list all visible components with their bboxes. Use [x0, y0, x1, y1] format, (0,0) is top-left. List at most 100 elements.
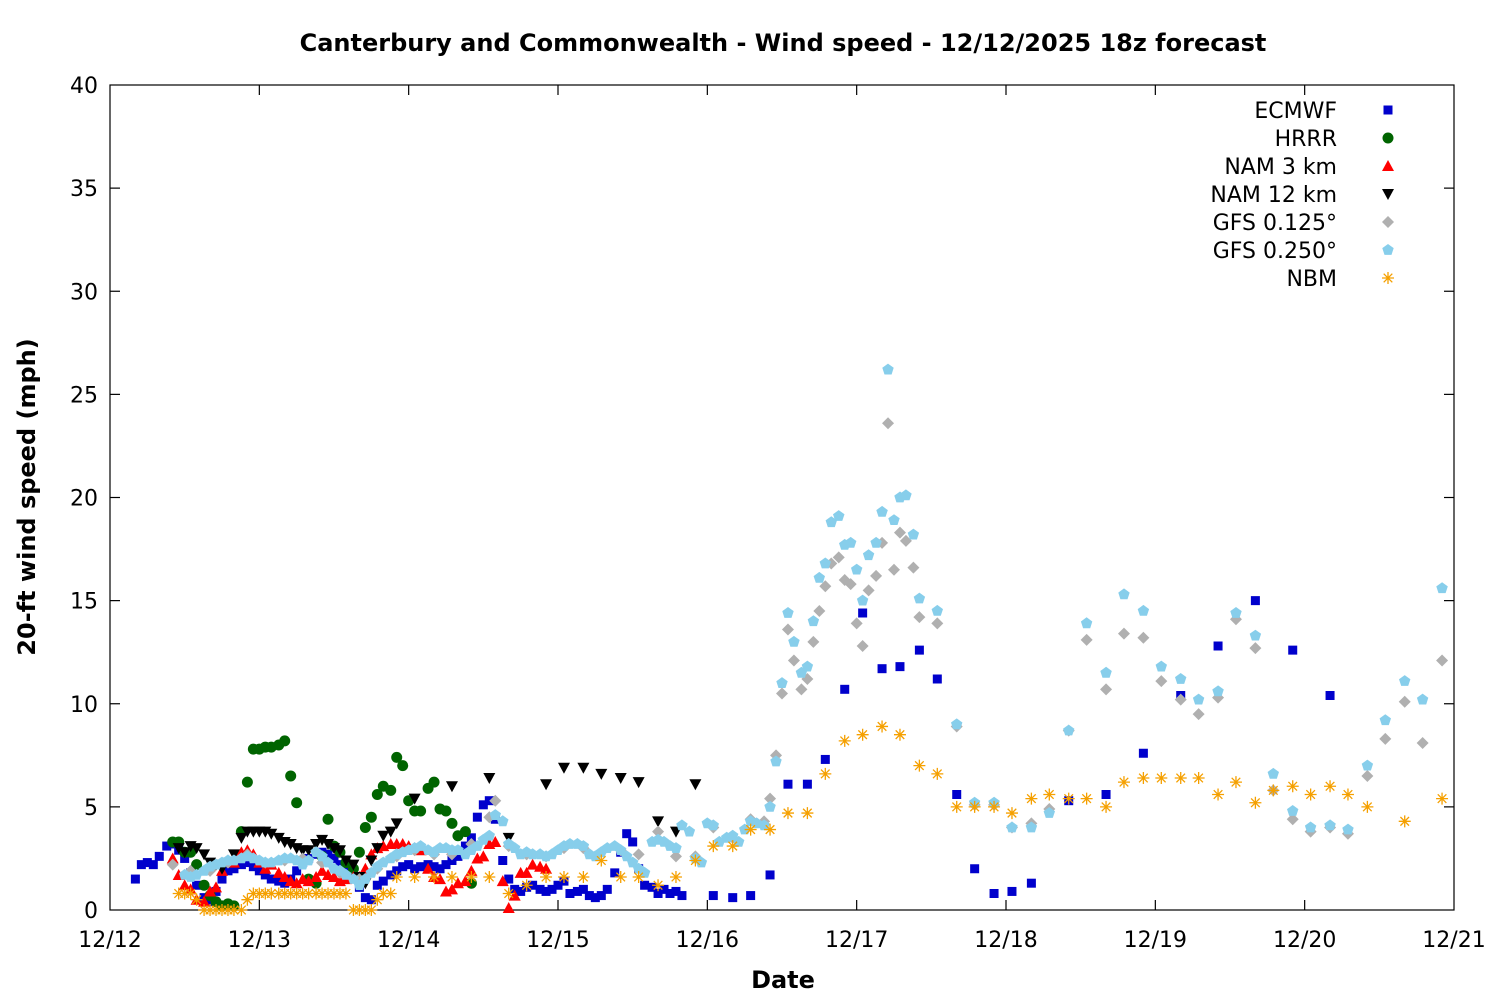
ecmwf-point: [647, 882, 657, 892]
legend-label: HRRR: [1275, 127, 1337, 152]
ecmwf-point: [840, 684, 850, 694]
nam-12-km-point: [347, 859, 360, 871]
nam-12-km-point: [339, 855, 352, 867]
gfs-0-250-point: [509, 842, 521, 853]
gfs-0-250-point: [913, 592, 926, 604]
legend-marker: [1382, 216, 1394, 228]
gfs-0-250-point: [764, 800, 776, 812]
gfs-0-250-point: [813, 571, 825, 583]
ecmwf-point: [665, 889, 675, 898]
ecmwf-point: [877, 664, 887, 674]
hrrr-point: [359, 822, 371, 833]
y-tick-label: 20: [70, 487, 98, 512]
ecmwf-point: [578, 884, 588, 894]
ecmwf-point: [142, 858, 152, 868]
nbm-point: [669, 871, 682, 883]
nam-12-km-point: [390, 818, 403, 830]
gfs-0-250-point: [1249, 629, 1262, 641]
y-tick-label: 0: [84, 899, 98, 924]
nam-12-km-point: [377, 830, 390, 842]
nbm-point: [365, 904, 378, 916]
nam-3-km-point: [445, 883, 458, 895]
gfs-0-250-point: [807, 615, 820, 627]
nbm-point: [557, 871, 570, 883]
nbm-point: [838, 734, 851, 747]
ecmwf-point: [180, 853, 190, 863]
ecmwf-point: [914, 645, 924, 655]
ecmwf-point: [1213, 641, 1223, 651]
x-tick-label: 12/13: [228, 928, 291, 953]
ecmwf-point: [435, 864, 445, 874]
ecmwf-point: [659, 884, 669, 894]
nbm-point: [689, 854, 702, 867]
nam-12-km-point: [316, 834, 329, 846]
ecmwf-point: [610, 868, 620, 878]
gfs-0-250-point: [1063, 724, 1075, 736]
nbm-point: [520, 879, 533, 892]
gfs-0-125-point: [652, 825, 665, 838]
nbm-point: [1361, 800, 1374, 813]
hrrr-point: [322, 813, 334, 825]
nbm-point: [913, 759, 926, 772]
gfs-0-250-point: [347, 873, 360, 884]
gfs-0-250-point: [483, 829, 495, 841]
gfs-0-250-point: [782, 607, 794, 618]
x-tick-label: 12/20: [1273, 928, 1336, 953]
nbm-point: [764, 823, 777, 836]
gfs-0-125-point: [862, 584, 875, 597]
gfs-0-125-point: [1174, 693, 1187, 706]
gfs-0-250-point: [1267, 767, 1279, 779]
nam-3-km-point: [459, 875, 472, 887]
nbm-point: [707, 840, 720, 853]
nam-3-km-point: [434, 873, 447, 885]
ecmwf-point: [565, 889, 575, 898]
ecmwf-point: [1250, 596, 1260, 606]
gfs-0-250-point: [1212, 685, 1224, 697]
gfs-0-250-point: [870, 536, 882, 548]
ecmwf-point: [1026, 878, 1036, 888]
hrrr-point: [397, 760, 409, 772]
gfs-0-125-point: [489, 794, 502, 807]
gfs-0-250-point: [1192, 693, 1205, 705]
nbm-point: [819, 767, 832, 780]
ecmwf-point: [217, 874, 227, 884]
gfs-0-125-point: [807, 635, 820, 648]
nam-12-km-point: [265, 828, 278, 840]
nam-3-km-point: [540, 862, 553, 874]
x-tick-label: 12/19: [1124, 928, 1187, 953]
nbm-point: [502, 887, 515, 900]
ecmwf-point: [1101, 790, 1111, 799]
ecmwf-point: [746, 891, 756, 901]
nbm-point: [614, 871, 627, 883]
legend-marker: [1382, 244, 1394, 255]
ecmwf-point: [248, 862, 258, 872]
nbm-point: [190, 893, 203, 906]
legend-marker: [1382, 160, 1394, 171]
ecmwf-point: [640, 880, 650, 890]
legend-marker: [1383, 105, 1393, 115]
y-tick-label: 35: [70, 177, 98, 202]
nam-3-km-point: [422, 862, 435, 874]
nam-3-km-point: [328, 871, 340, 882]
nbm-point: [1155, 772, 1168, 784]
nam-3-km-point: [272, 866, 285, 878]
nam-12-km-point: [632, 777, 645, 789]
nam-12-km-point: [322, 839, 335, 850]
ecmwf-point: [590, 893, 600, 903]
nam-3-km-point: [210, 881, 223, 893]
nam-3-km-point: [290, 877, 303, 889]
gfs-0-250-point: [851, 563, 863, 575]
gfs-0-125-point: [899, 534, 912, 547]
nbm-point: [856, 728, 869, 741]
gfs-0-125-point: [931, 617, 944, 630]
nam-12-km-point: [272, 832, 285, 844]
nbm-point: [1212, 788, 1225, 801]
ecmwf-point: [596, 891, 606, 901]
nbm-point: [227, 904, 240, 916]
gfs-0-250-point: [727, 829, 739, 841]
gfs-0-250-point: [577, 840, 590, 851]
nam-12-km-point: [540, 779, 553, 791]
ecmwf-point: [895, 662, 905, 672]
nbm-point: [1229, 776, 1242, 789]
